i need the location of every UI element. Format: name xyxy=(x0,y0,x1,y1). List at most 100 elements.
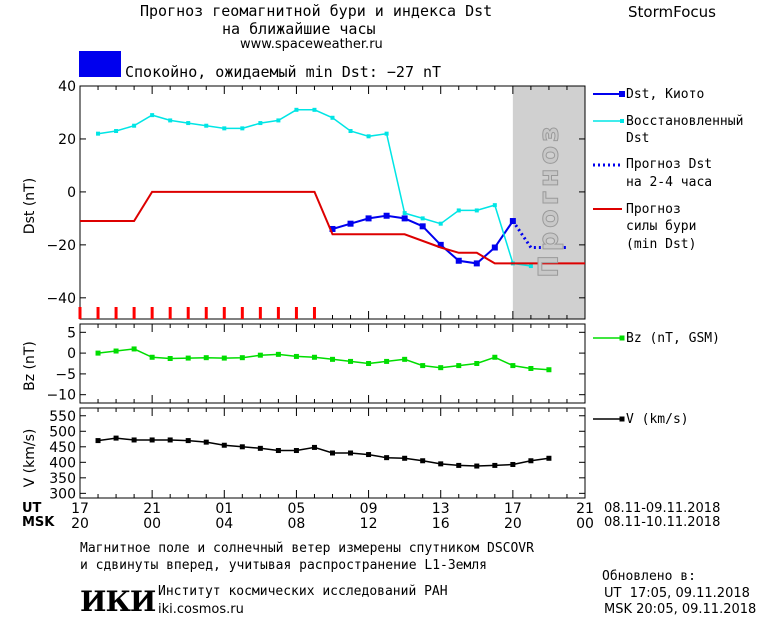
dst-data-point xyxy=(473,260,480,267)
legend-v-symbol-marker xyxy=(619,416,625,422)
dst-data-point xyxy=(528,264,533,269)
ut-date-range: 08.11-09.11.2018 xyxy=(604,501,721,516)
dst-data-point xyxy=(186,121,191,126)
dst-data-point xyxy=(258,121,263,126)
status-text: Спокойно, ожидаемый min Dst: −27 nT xyxy=(125,63,442,81)
v-data-point xyxy=(510,461,516,467)
institute-name: Институт космических исследований РАН xyxy=(158,584,448,599)
bz-data-point xyxy=(330,356,335,362)
legend-restored-line2: Dst xyxy=(626,131,650,146)
dst-data-point xyxy=(312,107,317,112)
dst-data-point xyxy=(96,131,101,136)
msk-date-range: 08.11-10.11.2018 xyxy=(604,515,721,530)
dst-data-point xyxy=(276,118,281,123)
dst-data-point xyxy=(150,113,155,118)
dst-data-point xyxy=(437,241,444,248)
msk-tick-label: 20 xyxy=(71,516,89,532)
bz-data-point xyxy=(366,361,372,366)
msk-tick-label: 00 xyxy=(576,516,594,532)
dst-data-point xyxy=(347,220,354,227)
v-data-point xyxy=(203,439,209,445)
msk-tick-label: 08 xyxy=(288,516,306,532)
site-url: www.spaceweather.ru xyxy=(240,37,383,52)
legend-bz-symbol-marker xyxy=(619,335,625,341)
legend-restored-symbol-marker xyxy=(620,119,624,123)
msk-tick-label: 20 xyxy=(504,516,522,532)
dst-data-point xyxy=(456,208,461,213)
forecast-band-label: Прогноз xyxy=(533,122,565,278)
bz-data-point xyxy=(384,358,390,364)
bz-data-point xyxy=(239,355,245,361)
legend-v: V (km/s) xyxy=(626,412,689,427)
ut-tick-label: 05 xyxy=(288,501,306,517)
msk-tick-label: 04 xyxy=(215,516,233,532)
bz-data-point xyxy=(293,353,299,359)
dst-frame xyxy=(79,85,586,320)
legend-restored-line1: Восстановленный xyxy=(626,114,744,129)
dst-ytick-label: 0 xyxy=(67,185,76,201)
bz-data-point xyxy=(492,354,498,360)
v-data-point xyxy=(221,442,227,448)
dst-data-point xyxy=(455,257,462,264)
bz-data-point xyxy=(474,361,480,366)
dst-data-point xyxy=(294,107,299,112)
v-data-point xyxy=(402,455,408,461)
page-title: Прогноз геомагнитной бури и индекса Dst xyxy=(140,2,493,20)
bz-data-point xyxy=(275,351,281,357)
footer-note-line1: Магнитное поле и солнечный ветер измерен… xyxy=(80,541,534,556)
v-data-point xyxy=(456,462,462,468)
dst-ytick-label: −40 xyxy=(46,291,76,307)
v-data-point xyxy=(257,445,263,451)
v-data-point xyxy=(330,450,335,456)
dst-data-point xyxy=(402,211,407,216)
v-ytick-label: 450 xyxy=(49,440,76,456)
dst-ytick-label: 20 xyxy=(58,132,76,148)
dst-series-line xyxy=(97,109,532,267)
bz-data-point xyxy=(203,355,209,361)
legend-dst-kyoto-symbol-marker xyxy=(619,91,625,97)
status-color-box xyxy=(79,51,121,77)
dst-data-point xyxy=(240,126,245,131)
bz-data-point xyxy=(311,354,317,360)
dst-series-line xyxy=(80,190,585,265)
legend-storm-line1: Прогноз xyxy=(626,202,681,217)
v-axis-label: V (km/s) xyxy=(22,428,38,488)
v-ytick-label: 500 xyxy=(49,424,76,440)
v-ytick-label: 300 xyxy=(49,486,76,502)
dst-data-point xyxy=(384,131,389,136)
bz-data-point xyxy=(402,356,408,362)
bz-data-point xyxy=(257,352,263,358)
v-data-point xyxy=(384,455,390,461)
ut-tick-label: 09 xyxy=(360,501,378,517)
dst-ytick-label: −20 xyxy=(46,238,76,254)
bz-ytick-label: 0 xyxy=(67,346,76,362)
v-ytick-label: 550 xyxy=(49,409,76,425)
updated-msk: MSK 20:05, 09.11.2018 xyxy=(604,602,757,617)
msk-tick-label: 12 xyxy=(360,516,378,532)
updated-label: Обновлено в: xyxy=(602,569,696,584)
dst-data-point xyxy=(438,221,443,226)
v-data-point xyxy=(492,462,498,468)
msk-label: MSK xyxy=(22,515,55,530)
v-ytick-label: 350 xyxy=(49,471,76,487)
bz-data-point xyxy=(546,367,552,373)
ut-tick-label: 21 xyxy=(143,501,161,517)
v-data-point xyxy=(275,448,281,454)
dst-data-point xyxy=(383,212,390,219)
v-data-point xyxy=(474,463,480,469)
v-data-point xyxy=(113,435,119,441)
bz-data-point xyxy=(113,348,119,354)
dst-data-point xyxy=(330,115,335,120)
forecast-band xyxy=(512,86,585,319)
legend-storm-line3: (min Dst) xyxy=(626,237,697,252)
dst-ytick-label: 40 xyxy=(58,79,76,95)
bz-data-point xyxy=(420,363,426,369)
bz-data-point xyxy=(221,355,227,361)
v-data-point xyxy=(131,437,137,443)
dst-data-point xyxy=(365,215,372,222)
dst-data-point xyxy=(132,123,137,128)
legend-forecast-line1: Прогноз Dst xyxy=(626,157,713,172)
dst-data-point xyxy=(204,123,209,128)
brand-name: StormFocus xyxy=(628,3,716,21)
legend-bz: Bz (nT, GSM) xyxy=(626,331,720,346)
